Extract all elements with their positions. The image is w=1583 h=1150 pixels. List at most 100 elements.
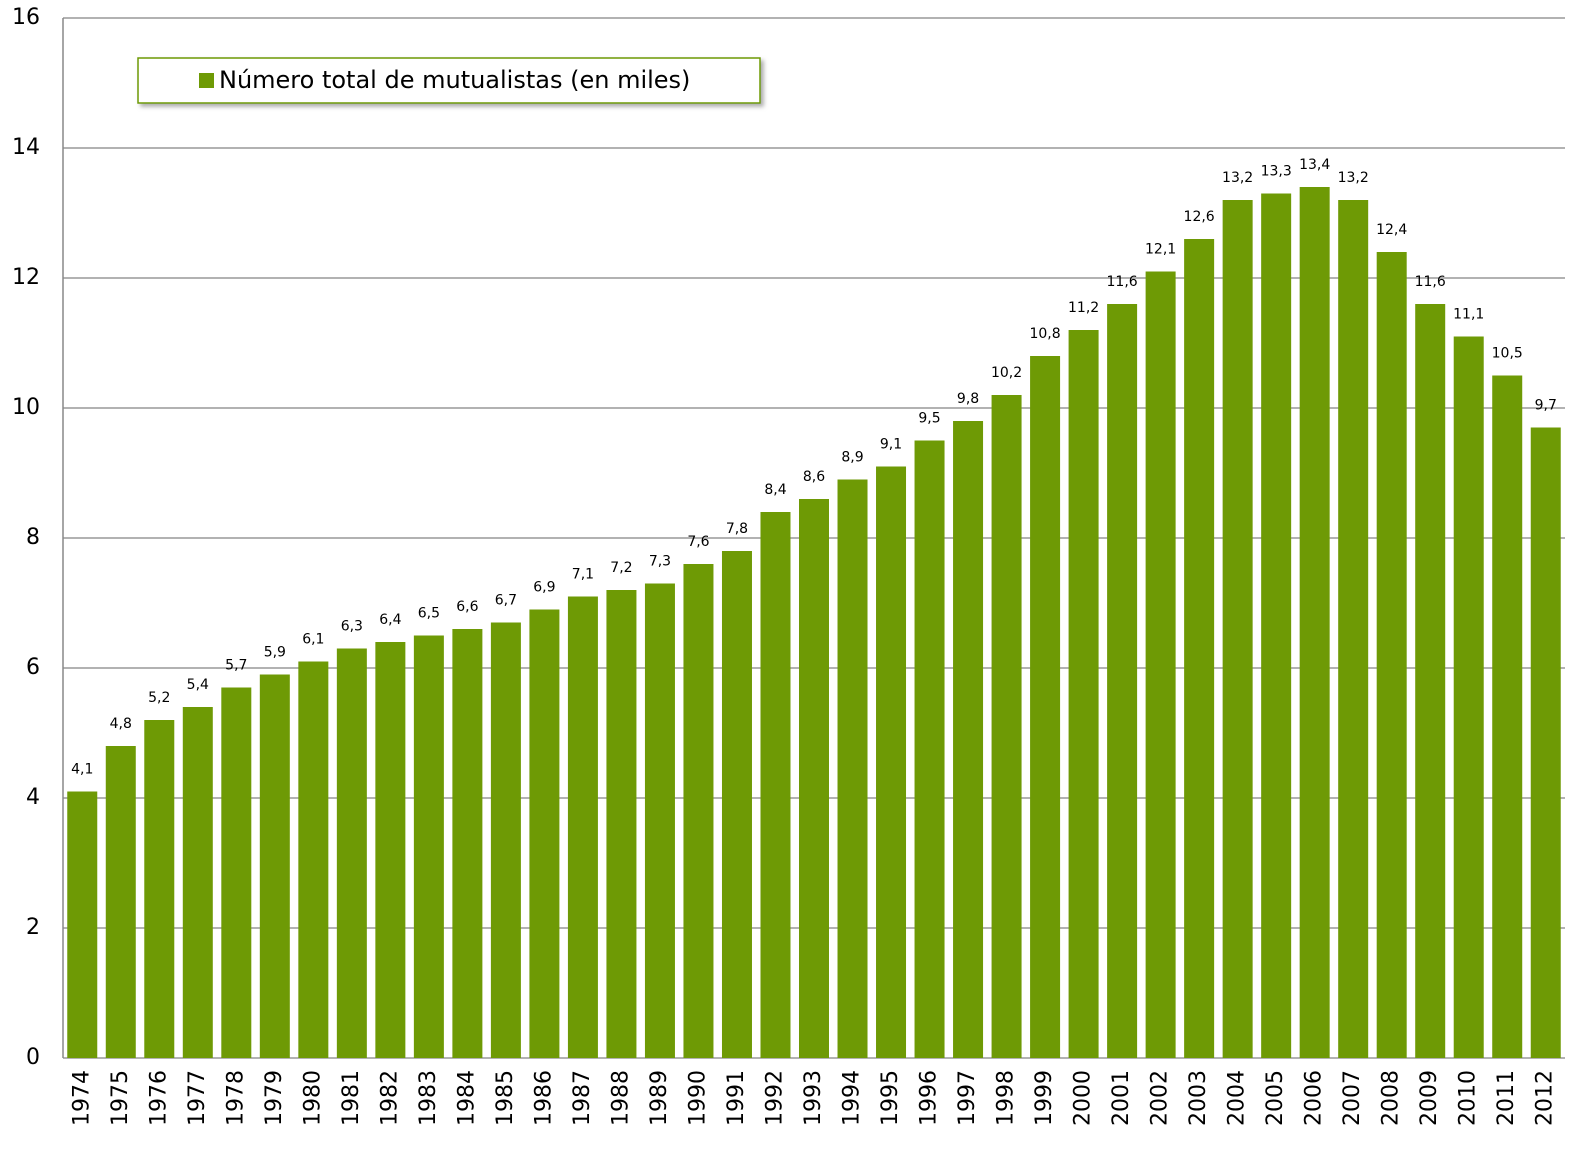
- bar: [760, 512, 791, 1058]
- y-tick-label: 6: [26, 655, 40, 680]
- x-tick-label: 1987: [570, 1070, 595, 1126]
- data-label: 12,4: [1376, 222, 1407, 238]
- data-label: 7,3: [649, 554, 671, 570]
- legend-box: [137, 57, 761, 104]
- data-label: 6,4: [379, 612, 401, 628]
- bar: [914, 440, 945, 1058]
- data-label: 5,9: [264, 645, 286, 661]
- bar: [1299, 187, 1330, 1058]
- bar: [67, 791, 98, 1058]
- x-tick-label: 1989: [647, 1070, 672, 1126]
- data-label: 6,3: [341, 619, 363, 635]
- x-tick-label: 1980: [300, 1070, 325, 1126]
- x-tick-label: 2003: [1186, 1070, 1211, 1126]
- bar: [1222, 200, 1253, 1058]
- data-label: 13,2: [1222, 170, 1253, 186]
- bar: [1376, 252, 1407, 1058]
- bar: [529, 609, 560, 1058]
- data-label: 9,5: [918, 411, 940, 427]
- x-tick-label: 2009: [1417, 1070, 1442, 1126]
- bar: [221, 687, 252, 1058]
- x-tick-label: 2002: [1148, 1070, 1173, 1126]
- x-tick-label: 1983: [416, 1070, 441, 1126]
- x-tick-label: 1976: [146, 1070, 171, 1126]
- bar: [1492, 375, 1523, 1058]
- x-tick-label: 1991: [724, 1070, 749, 1126]
- bar: [413, 635, 444, 1058]
- data-label: 9,7: [1535, 398, 1557, 414]
- bar: [953, 421, 984, 1058]
- data-label: 6,9: [533, 580, 555, 596]
- legend-label: Número total de mutualistas (en miles): [219, 66, 690, 94]
- data-label: 8,4: [764, 482, 786, 498]
- data-label: 4,8: [110, 716, 132, 732]
- x-tick-label: 1999: [1032, 1070, 1057, 1126]
- bar: [1530, 427, 1561, 1058]
- y-tick-label: 10: [12, 395, 40, 420]
- x-tick-label: 2012: [1533, 1070, 1558, 1126]
- bar: [105, 746, 136, 1058]
- bar: [644, 583, 675, 1058]
- bar: [606, 590, 637, 1058]
- data-label: 13,3: [1261, 164, 1292, 180]
- bar: [837, 479, 868, 1058]
- data-label: 6,6: [456, 599, 478, 615]
- x-tick-label: 1997: [955, 1070, 980, 1126]
- x-tick-label: 1977: [185, 1070, 210, 1126]
- data-label: 9,8: [957, 391, 979, 407]
- data-label: 12,6: [1184, 209, 1215, 225]
- y-tick-label: 14: [12, 135, 40, 160]
- bar: [567, 596, 598, 1058]
- x-tick-label: 1981: [339, 1070, 364, 1126]
- data-label: 8,6: [803, 469, 825, 485]
- x-tick-label: 2005: [1263, 1070, 1288, 1126]
- bar: [144, 720, 175, 1058]
- bar: [182, 707, 213, 1058]
- data-label: 7,6: [687, 534, 709, 550]
- y-tick-label: 12: [12, 265, 40, 290]
- x-tick-label: 1993: [801, 1070, 826, 1126]
- x-tick-label: 1986: [531, 1070, 556, 1126]
- x-tick-label: 2008: [1379, 1070, 1404, 1126]
- x-tick-label: 1995: [878, 1070, 903, 1126]
- data-label: 11,6: [1107, 274, 1138, 290]
- data-label: 7,1: [572, 567, 594, 583]
- bar: [259, 674, 290, 1058]
- data-label: 13,2: [1338, 170, 1369, 186]
- data-label: 5,7: [225, 658, 247, 674]
- bar: [1261, 193, 1292, 1058]
- x-tick-label: 2000: [1071, 1070, 1096, 1126]
- x-tick-label: 2001: [1109, 1070, 1134, 1126]
- y-tick-label: 8: [26, 525, 40, 550]
- bar: [721, 551, 752, 1058]
- bar: [876, 466, 907, 1058]
- data-label: 11,2: [1068, 300, 1099, 316]
- x-tick-label: 1985: [493, 1070, 518, 1126]
- data-label: 8,9: [841, 450, 863, 466]
- x-tick-label: 1978: [223, 1070, 248, 1126]
- bar: [683, 564, 714, 1058]
- x-tick-label: 1982: [377, 1070, 402, 1126]
- data-label: 13,4: [1299, 157, 1330, 173]
- x-tick-label: 1984: [454, 1070, 479, 1126]
- data-label: 10,8: [1029, 326, 1060, 342]
- data-label: 10,2: [991, 365, 1022, 381]
- y-tick-label: 0: [26, 1045, 40, 1070]
- x-tick-label: 2011: [1494, 1070, 1519, 1126]
- x-tick-label: 1975: [108, 1070, 133, 1126]
- x-tick-label: 2007: [1340, 1070, 1365, 1126]
- y-tick-label: 4: [26, 785, 40, 810]
- bar: [375, 642, 406, 1058]
- data-label: 9,1: [880, 437, 902, 453]
- x-tick-label: 1996: [917, 1070, 942, 1126]
- y-tick-label: 16: [12, 5, 40, 30]
- bar: [490, 622, 521, 1058]
- x-tick-label: 2004: [1225, 1070, 1250, 1126]
- bar: [1107, 304, 1138, 1058]
- data-label: 5,4: [187, 677, 209, 693]
- bar: [298, 661, 329, 1058]
- bar: [1184, 239, 1215, 1058]
- x-tick-label: 1992: [762, 1070, 787, 1126]
- data-label: 6,7: [495, 593, 517, 609]
